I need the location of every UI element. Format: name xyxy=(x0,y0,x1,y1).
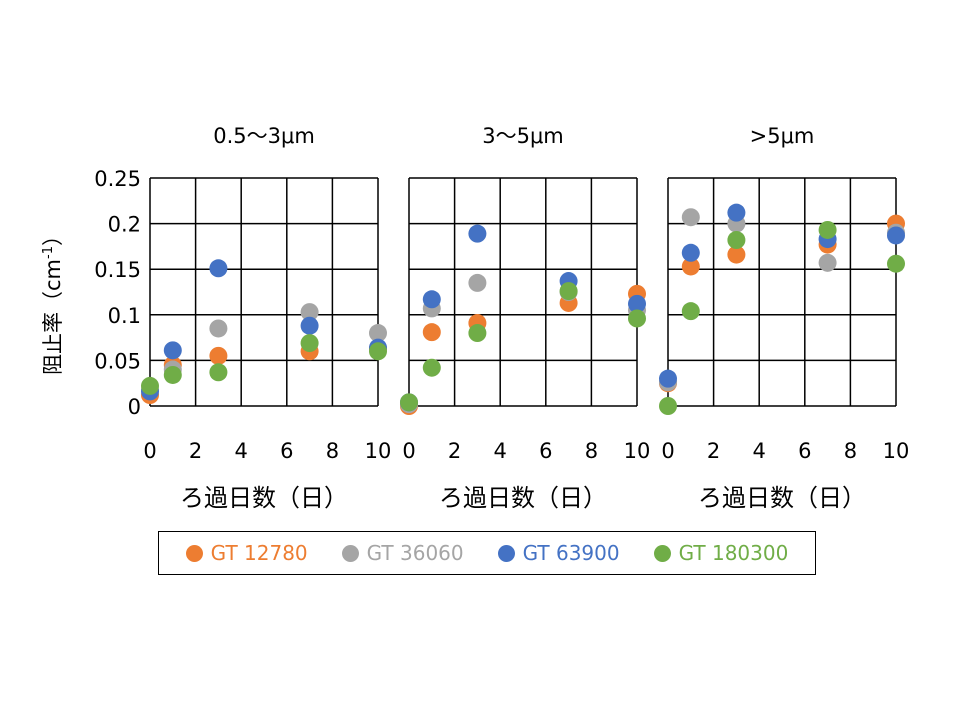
panel-1: 0.5～3μm 0 2 4 6 8 10 ろ過日数（日） 0 0.05 0.1 0.15 0.2 0.25 xyxy=(94,124,391,512)
legend-item: GT 63900 xyxy=(497,541,620,565)
x-axis-label: ろ過日数（日） xyxy=(698,484,866,512)
data-point xyxy=(300,303,319,322)
x-tick-label: 4 xyxy=(753,439,766,463)
data-point xyxy=(681,208,700,227)
data-point xyxy=(163,365,182,384)
data-point xyxy=(659,369,677,388)
data-point xyxy=(209,346,228,365)
data-point xyxy=(468,224,487,243)
data-point xyxy=(818,253,837,272)
legend-marker xyxy=(653,544,671,562)
y-tick-label: 0.1 xyxy=(108,304,141,328)
data-point xyxy=(209,319,228,338)
x-tick-label: 10 xyxy=(624,439,651,463)
y-tick-label: 0.05 xyxy=(94,349,141,373)
y-tick-label: 0.2 xyxy=(108,213,141,237)
data-point xyxy=(628,309,646,328)
y-axis-label-close: ） xyxy=(41,225,65,246)
data-point xyxy=(818,220,837,239)
data-point xyxy=(681,257,700,276)
y-axis-label-sup: -1 xyxy=(41,246,56,259)
panel-title: 3～5μm xyxy=(482,124,564,148)
data-point xyxy=(163,341,182,360)
data-point xyxy=(659,397,677,415)
x-tick-label: 0 xyxy=(661,439,674,463)
x-axis-label: ろ過日数（日） xyxy=(180,484,348,512)
data-point xyxy=(468,324,487,343)
x-tick-label: 2 xyxy=(448,439,461,463)
data-point xyxy=(300,334,319,353)
x-tick-label: 6 xyxy=(539,439,552,463)
data-point xyxy=(887,254,905,273)
legend-item: GT 180300 xyxy=(653,541,789,565)
x-tick-label: 2 xyxy=(189,439,202,463)
panel-title: >5μm xyxy=(750,124,815,148)
panel-3: >5μm 0 2 4 6 8 10 ろ過日数（日） xyxy=(659,124,909,512)
x-tick-label: 8 xyxy=(844,439,857,463)
legend-marker xyxy=(497,544,515,562)
x-tick-label: 0 xyxy=(143,439,156,463)
data-point xyxy=(209,363,228,382)
x-tick-label: 6 xyxy=(280,439,293,463)
data-point xyxy=(369,324,387,343)
data-point xyxy=(369,342,387,361)
x-axis-label: ろ過日数（日） xyxy=(439,484,607,512)
y-axis-label: 阻止率（cm-1） xyxy=(41,225,65,375)
x-tick-label: 8 xyxy=(326,439,339,463)
data-point xyxy=(300,316,319,335)
panel-title: 0.5～3μm xyxy=(213,124,315,148)
data-point xyxy=(422,323,441,342)
legend-item: GT 12780 xyxy=(185,541,308,565)
x-tick-label: 4 xyxy=(235,439,248,463)
data-point xyxy=(727,231,746,250)
y-axis-label-main: 阻止率（cm xyxy=(41,259,65,375)
legend-label: GT 180300 xyxy=(678,541,789,565)
x-tick-label: 10 xyxy=(883,439,910,463)
x-tick-label: 10 xyxy=(365,439,392,463)
legend-label: GT 63900 xyxy=(522,541,620,565)
panels-group: 0.5～3μm 0 2 4 6 8 10 ろ過日数（日） 0 0.05 0.1 0.15 0.2 0.25… xyxy=(94,124,909,512)
data-point xyxy=(400,393,418,412)
x-tick-label: 0 xyxy=(402,439,415,463)
data-point xyxy=(727,245,746,264)
x-tick-label: 4 xyxy=(494,439,507,463)
data-point xyxy=(887,226,905,245)
y-tick-label: 0.15 xyxy=(94,258,141,282)
data-point xyxy=(681,302,700,321)
data-point xyxy=(559,282,578,301)
data-point xyxy=(422,290,441,309)
y-tick-label: 0.25 xyxy=(94,167,141,191)
legend-marker xyxy=(185,544,203,562)
y-tick-label: 0 xyxy=(128,395,141,419)
x-tick-label: 8 xyxy=(585,439,598,463)
legend-label: GT 36060 xyxy=(366,541,464,565)
legend-marker xyxy=(341,544,359,562)
data-point xyxy=(141,376,159,395)
panel-2: 3～5μm 0 2 4 6 8 10 ろ過日数（日） xyxy=(400,124,650,512)
data-point xyxy=(468,273,487,292)
data-point xyxy=(422,358,441,377)
x-tick-label: 6 xyxy=(798,439,811,463)
x-tick-label: 2 xyxy=(707,439,720,463)
legend: GT 12780 GT 36060 GT 63900 GT 180300 xyxy=(158,531,816,575)
legend-label: GT 12780 xyxy=(210,541,308,565)
data-point xyxy=(681,243,700,262)
data-point xyxy=(628,294,646,313)
data-point xyxy=(727,203,746,222)
data-point xyxy=(209,259,228,278)
legend-item: GT 36060 xyxy=(341,541,464,565)
